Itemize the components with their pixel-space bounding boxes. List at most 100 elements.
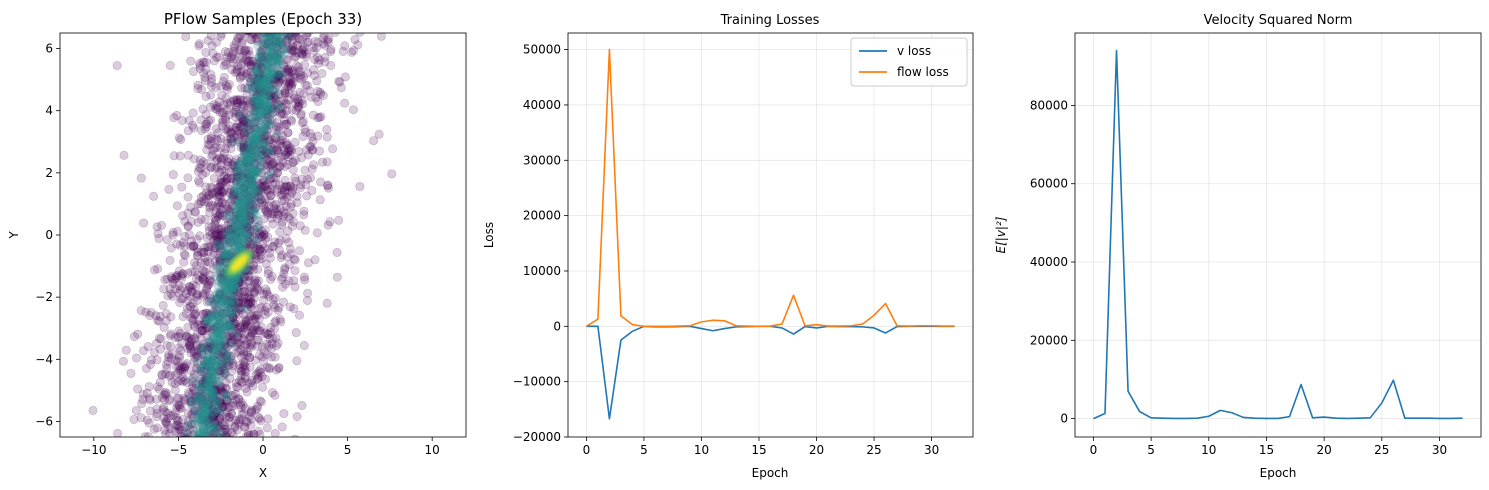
y-tick-label: 20000 [523, 209, 561, 223]
scatter-point [175, 353, 185, 363]
x-tick-label: 30 [924, 443, 939, 457]
scatter-point [256, 322, 266, 332]
scatter-point [238, 66, 248, 76]
scatter-point [207, 74, 217, 84]
scatter-point [290, 33, 300, 37]
scatter-point [198, 326, 208, 336]
scatter-point [313, 37, 323, 47]
scatter-point [230, 187, 240, 197]
scatter-point [264, 188, 274, 198]
scatter-point [245, 352, 255, 362]
scatter-point [171, 412, 181, 422]
scatter-point [211, 243, 221, 253]
losses-title: Training Losses [720, 13, 820, 28]
scatter-point [182, 303, 192, 313]
scatter-point [184, 337, 194, 347]
scatter-point [279, 409, 289, 419]
scatter-point [246, 294, 256, 304]
scatter-point [255, 229, 265, 239]
scatter-point [293, 97, 303, 107]
scatter-point [199, 197, 209, 207]
scatter-point [277, 196, 287, 206]
scatter-point [369, 136, 379, 146]
scatter-point [272, 214, 282, 224]
scatter-point [279, 109, 289, 119]
scatter-point [170, 408, 180, 418]
scatter-point [301, 127, 311, 137]
scatter-point [129, 332, 139, 342]
scatter-point [219, 177, 229, 187]
scatter-point [242, 348, 252, 358]
scatter-point [204, 222, 214, 232]
x-tick-label: −5 [170, 443, 188, 457]
scatter-point [232, 166, 242, 176]
scatter-point [197, 349, 207, 359]
scatter-point [181, 332, 191, 342]
scatter-point [232, 95, 242, 105]
scatter-point [218, 117, 228, 127]
scatter-point [183, 192, 193, 202]
scatter-point [205, 310, 215, 320]
x-tick-label: 10 [694, 443, 709, 457]
scatter-point [206, 201, 216, 211]
scatter-point [178, 269, 188, 279]
scatter-point [266, 322, 276, 332]
scatter-point [259, 230, 269, 240]
scatter-point [277, 102, 287, 112]
scatter-point [224, 412, 234, 422]
scatter-point [228, 136, 238, 146]
scatter-point [245, 362, 255, 372]
scatter-point [294, 246, 304, 256]
scatter-point [315, 55, 325, 65]
scatter-point [207, 222, 217, 232]
scatter-point [307, 164, 317, 174]
scatter-point [220, 166, 230, 176]
scatter-point [149, 191, 159, 201]
scatter-point [237, 53, 247, 63]
scatter-point [286, 79, 296, 89]
y-tick-label: 30000 [523, 153, 561, 167]
scatter-point [256, 250, 266, 260]
scatter-point [254, 52, 264, 62]
scatter-point [171, 356, 181, 366]
scatter-point [288, 165, 298, 175]
scatter-point [175, 151, 185, 161]
scatter-point [210, 143, 220, 153]
scatter-point [221, 47, 231, 57]
scatter-point [231, 177, 241, 187]
scatter-point [313, 86, 323, 96]
scatter-point [281, 201, 291, 211]
scatter-point [209, 235, 219, 245]
scatter-point [214, 446, 222, 454]
scatter-point [248, 326, 258, 336]
scatter-point [230, 68, 240, 78]
scatter-point [136, 306, 146, 316]
scatter-point [170, 284, 180, 294]
y-tick-label: −2 [35, 290, 53, 304]
scatter-point [192, 243, 202, 253]
scatter-point [276, 139, 286, 149]
scatter-point [136, 413, 146, 423]
scatter-point [132, 353, 142, 363]
scatter-point [334, 76, 344, 86]
scatter-point [255, 246, 265, 256]
y-tick-label: −4 [35, 352, 53, 366]
scatter-point [245, 283, 255, 293]
scatter-point [196, 366, 206, 376]
y-tick-label: 80000 [1030, 98, 1068, 112]
x-tick-label: 0 [1090, 443, 1098, 457]
scatter-point [303, 37, 313, 47]
scatter-point [185, 424, 195, 434]
scatter-point [307, 186, 317, 196]
scatter-point [276, 152, 286, 162]
scatter-point [152, 222, 162, 232]
scatter-point [274, 302, 284, 312]
scatter-point [194, 176, 204, 186]
scatter-point [271, 125, 281, 135]
scatter-point [268, 104, 278, 114]
density-point [272, 129, 282, 139]
scatter-point [190, 309, 200, 319]
scatter-point [225, 447, 233, 455]
scatter-point [247, 405, 257, 415]
scatter-point [286, 115, 296, 125]
